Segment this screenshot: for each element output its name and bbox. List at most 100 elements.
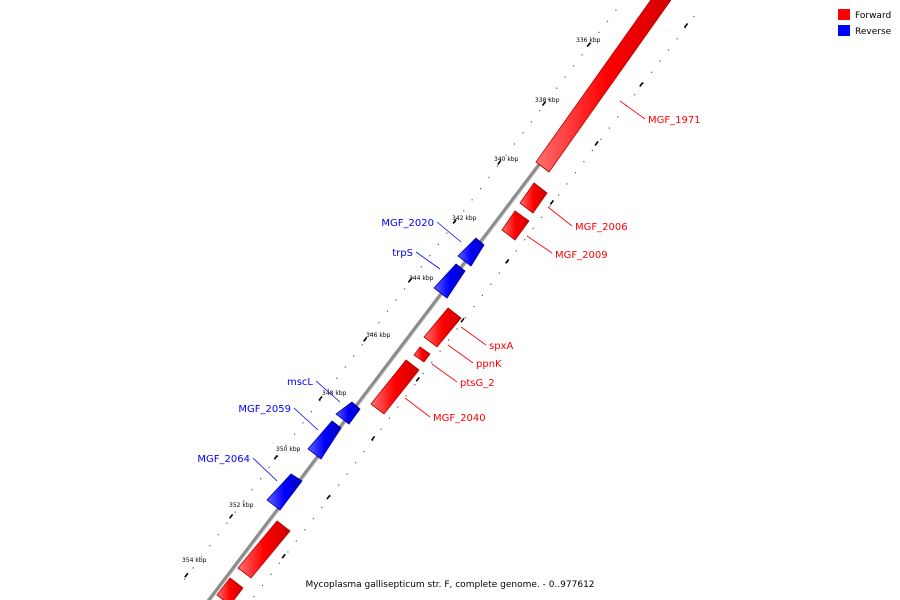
ruler-dot — [285, 444, 287, 446]
gene-feature-trps[interactable] — [433, 263, 466, 299]
ruler-dot — [439, 350, 441, 352]
ruler-tick — [586, 42, 591, 48]
genome-caption: Mycoplasma gallisepticum str. F, complet… — [305, 580, 594, 590]
tick-labels: 336 kbp 338 kbp 340 kbp 342 kbp 344 kbp … — [182, 37, 601, 564]
ruler-dot — [183, 578, 186, 580]
gene-label-trps[interactable]: trpS — [392, 248, 413, 259]
leader-mgf-2064 — [252, 457, 278, 482]
gene-features — [216, 0, 678, 600]
gene-label-mgf-2009[interactable]: MGF_2009 — [555, 250, 608, 261]
ruler-dot — [583, 161, 585, 163]
ruler-dot — [329, 495, 331, 497]
ruler-dot — [200, 556, 203, 558]
ruler-dot — [606, 20, 609, 22]
gene-feature-bottom[interactable] — [216, 577, 244, 600]
ruler-dot — [481, 294, 483, 296]
leader-trps — [415, 251, 441, 270]
ruler-tick — [541, 101, 547, 106]
legend-swatch-forward — [838, 9, 850, 20]
gene-feature-mgf-2006[interactable] — [519, 182, 548, 214]
tick-label: 336 kbp — [576, 37, 601, 44]
ruler-dot — [507, 261, 509, 263]
tick-label: 340 kbp — [494, 156, 519, 163]
ruler-dot — [278, 562, 280, 564]
ruler-dot — [363, 451, 365, 453]
leader-mgf-2020 — [436, 221, 462, 243]
ruler-dot — [420, 266, 422, 268]
ruler-dot — [344, 366, 346, 368]
ruler-dot — [556, 87, 558, 89]
gene-feature-mgf-2059[interactable] — [307, 420, 342, 460]
gene-label-mgf-2020[interactable]: MGF_2020 — [381, 218, 434, 229]
ruler-dot — [573, 65, 575, 67]
leader-mgf-2009 — [526, 235, 553, 254]
gene-feature-spxa[interactable] — [423, 307, 462, 348]
gene-feature-mgf-2064[interactable] — [266, 473, 303, 511]
ruler-dot — [277, 455, 279, 457]
ruler-dot — [353, 355, 355, 357]
tick-marks — [184, 23, 689, 578]
ruler-dot — [338, 484, 340, 486]
ruler-dot — [319, 400, 321, 402]
gene-label-mgf-2040[interactable]: MGF_2040 — [433, 413, 486, 424]
ruler-dot — [370, 333, 372, 335]
gene-label-mgf-2059[interactable]: MGF_2059 — [238, 404, 291, 415]
gene-label-ppnk[interactable]: ppnK — [476, 359, 502, 370]
tick-label: 354 kbp — [182, 557, 207, 564]
gene-feature-mgf-2040-neighbor[interactable] — [237, 520, 291, 579]
ruler-dot — [608, 127, 610, 129]
ruler-tick — [452, 219, 457, 224]
ruler-tick — [497, 160, 502, 165]
ruler-dot — [312, 517, 314, 520]
ruler-dot — [386, 310, 389, 312]
ruler-dot — [422, 372, 424, 375]
ruler-dot — [464, 317, 467, 319]
leader-ptsg-2 — [431, 363, 458, 383]
ruler-tick — [363, 336, 368, 342]
leader-mgf-2059 — [293, 407, 319, 431]
ruler-dot — [471, 199, 473, 201]
tick-label: 348 kbp — [322, 390, 347, 397]
ruler-dot — [378, 321, 380, 324]
gene-label-mscl[interactable]: mscL — [287, 377, 313, 388]
ruler-dot — [496, 165, 499, 167]
ruler-dot — [321, 506, 323, 508]
ruler-dot — [488, 176, 490, 179]
leader-ppnk — [447, 344, 474, 364]
ruler-dot — [270, 573, 272, 575]
gene-label-mgf-1971[interactable]: MGF_1971 — [648, 115, 701, 126]
ruler-dot — [448, 339, 450, 341]
tick-label: 350 kbp — [276, 446, 301, 453]
ruler-dot — [380, 428, 382, 430]
gene-feature-mgf-1971[interactable] — [535, 0, 678, 173]
gene-feature-ppnk[interactable] — [413, 346, 431, 363]
ruler-dot — [431, 361, 433, 363]
ruler-tick — [683, 23, 689, 28]
ruler-dot — [505, 154, 507, 156]
ruler-dot — [371, 439, 374, 442]
ruler-tick — [460, 317, 465, 323]
ruler-dot — [547, 98, 549, 100]
gene-feature-mgf-2020[interactable] — [457, 237, 485, 267]
gene-feature-ptsg-2[interactable] — [370, 359, 420, 415]
gene-feature-mscl[interactable] — [335, 401, 361, 425]
ruler-dot — [473, 306, 475, 308]
gene-feature-mgf-2009[interactable] — [501, 210, 530, 241]
ruler-dot — [437, 243, 439, 245]
ruler-dot — [388, 417, 390, 419]
legend-label-reverse: Reverse — [855, 27, 892, 37]
ruler-dot — [590, 43, 592, 45]
gene-label-ptsg-2[interactable]: ptsG_2 — [460, 378, 495, 389]
gene-label-mgf-2006[interactable]: MGF_2006 — [575, 222, 628, 233]
ruler-dot — [456, 328, 458, 330]
gene-label-spxa[interactable]: spxA — [489, 341, 513, 352]
ruler-dot — [446, 232, 448, 234]
ruler-dot — [591, 149, 593, 151]
gene-label-mgf-2064[interactable]: MGF_2064 — [197, 454, 250, 465]
leader-mgf-1971 — [619, 100, 646, 120]
ruler-dot — [397, 406, 399, 408]
ruler-dot — [429, 255, 431, 257]
ruler-dot — [642, 82, 644, 85]
ruler-tick — [639, 82, 644, 87]
